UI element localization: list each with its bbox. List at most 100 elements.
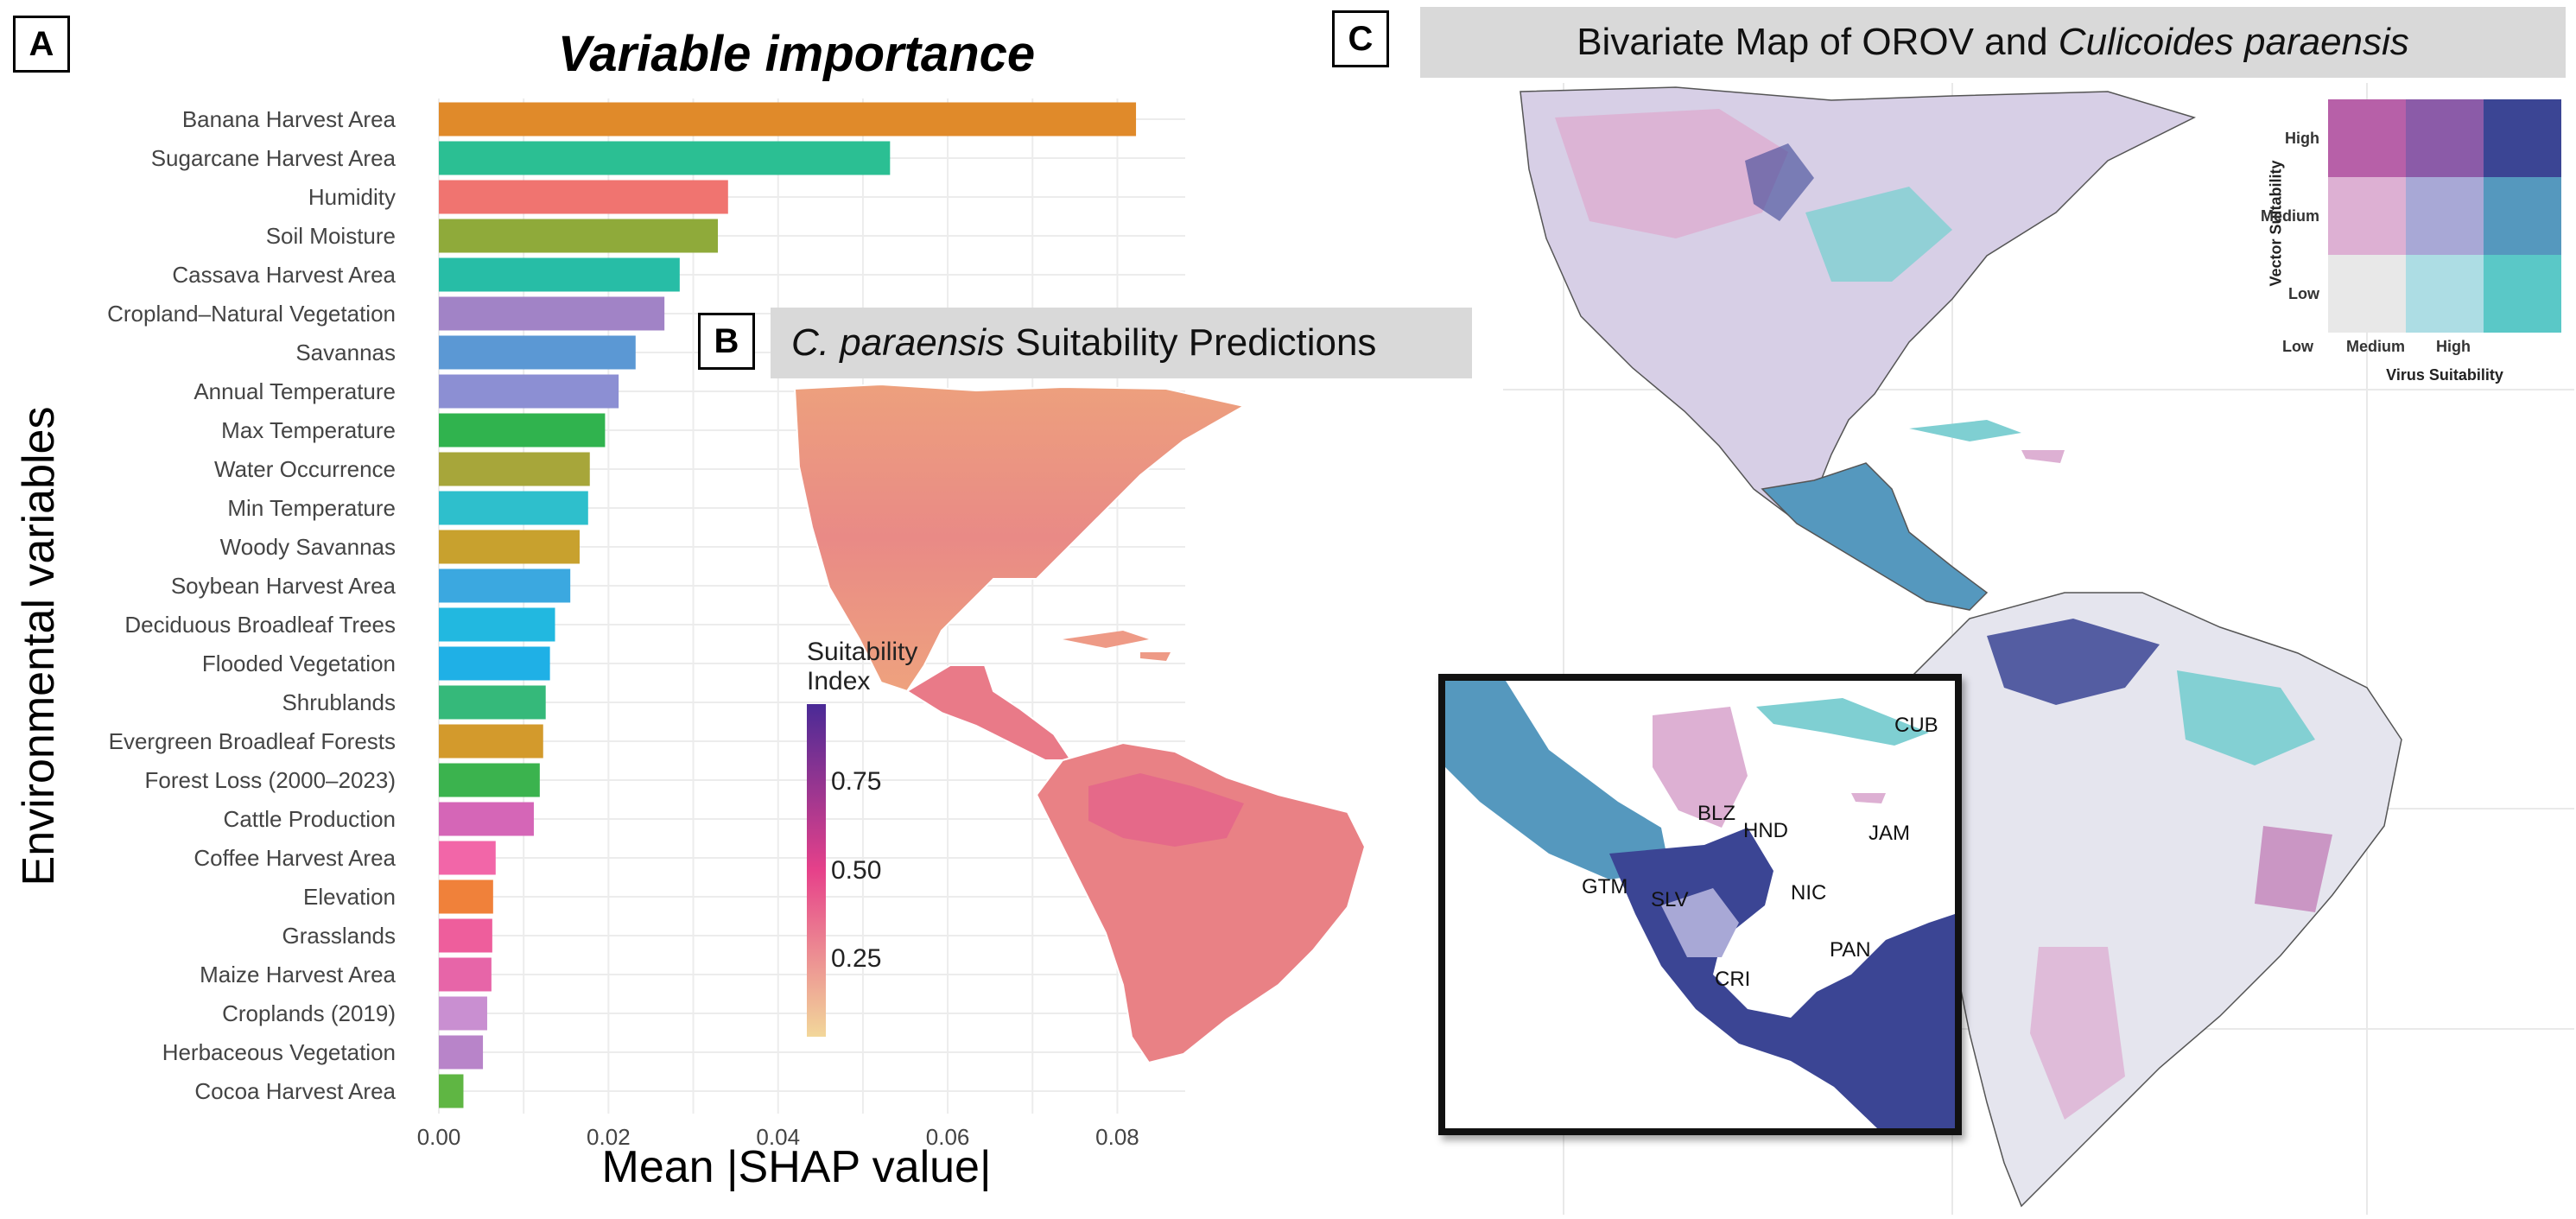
category-label-1: Sugarcane Harvest Area	[151, 145, 397, 171]
panel-c-title-rest: Bivariate Map of OROV and	[1577, 21, 2059, 63]
panel-c-title-species: Culicoides paraensis	[2058, 21, 2409, 63]
legend-x-title: Virus Suitability	[2386, 366, 2503, 384]
legend-y-level-medium: Medium	[2260, 207, 2319, 225]
category-label-12: Soybean Harvest Area	[171, 573, 397, 599]
country-label-cub: CUB	[1894, 714, 1938, 737]
x-axis-label: Mean |SHAP value|	[602, 1142, 992, 1192]
na-blue-region	[1745, 143, 1814, 221]
legend-title-line-1: Suitability	[807, 638, 918, 666]
bar-2	[439, 180, 728, 214]
bivariate-legend-grid	[2328, 99, 2561, 333]
country-label-cri: CRI	[1715, 968, 1751, 991]
bar-1	[439, 141, 891, 175]
chart-title: Variable importance	[558, 26, 1035, 82]
country-label-gtm: GTM	[1582, 875, 1628, 898]
category-label-20: Elevation	[303, 884, 396, 910]
country-label-hnd: HND	[1743, 819, 1788, 842]
legend-cell-1-2	[2484, 177, 2561, 255]
panel-a-letter: A	[13, 16, 70, 73]
na-high-region	[1555, 109, 1788, 238]
legend-cell-2-1	[2406, 255, 2484, 333]
central-america-shape	[905, 664, 1073, 761]
x-tick-0.04: 0.04	[756, 1124, 800, 1150]
sa-blue-region	[1987, 619, 2160, 705]
category-label-6: Savannas	[295, 340, 396, 365]
category-label-13: Deciduous Broadleaf Trees	[124, 612, 396, 638]
legend-cell-2-0	[2328, 255, 2406, 333]
inset-mexico	[1445, 681, 1670, 879]
bar-5	[439, 296, 665, 331]
bar-7	[439, 374, 619, 409]
bar-21	[439, 918, 492, 953]
sa-teal-region	[2177, 670, 2315, 765]
category-label-17: Forest Loss (2000–2023)	[144, 767, 396, 793]
caribbean-shape-2	[1140, 652, 1171, 661]
bar-6	[439, 335, 636, 370]
category-labels: Banana Harvest Area Sugarcane Harvest Are…	[107, 106, 396, 1104]
inset-yucatan	[1653, 707, 1748, 828]
legend-x-level-medium: Medium	[2345, 338, 2405, 355]
colorbar-tick-0.25: 0.25	[831, 943, 882, 973]
colorbar-tick-0.75: 0.75	[831, 767, 882, 797]
category-label-23: Croplands (2019)	[222, 1000, 396, 1026]
inset-central-america	[1609, 828, 1955, 1128]
category-label-2: Humidity	[308, 184, 396, 210]
bar-18	[439, 802, 534, 836]
category-label-18: Cattle Production	[224, 806, 396, 832]
country-label-blz: BLZ	[1697, 802, 1736, 825]
amazon-highlight	[1088, 773, 1244, 847]
x-tick-0.00: 0.00	[417, 1124, 461, 1150]
caribbean-shape	[1063, 631, 1149, 648]
panel-b-title: C. paraensis Suitability Predictions	[771, 308, 1472, 378]
bar-19	[439, 841, 496, 875]
bar-15	[439, 685, 546, 720]
legend-cell-1-0	[2328, 177, 2406, 255]
sa-bivariate-shape	[1891, 592, 2402, 1208]
bar-10	[439, 491, 588, 525]
bivariate-legend	[2233, 95, 2561, 389]
ca-bivariate-shape	[1761, 462, 1989, 611]
legend-y-level-low: Low	[2288, 285, 2319, 302]
bar-16	[439, 724, 543, 759]
bivariate-map	[1503, 83, 2574, 1215]
legend-x-level-high: High	[2436, 338, 2471, 355]
category-label-5: Cropland–Natural Vegetation	[107, 301, 396, 327]
category-label-3: Soil Moisture	[266, 223, 396, 249]
bar-25	[439, 1074, 464, 1108]
na-teal-region	[1805, 187, 1952, 282]
inset-central-america-inner	[1661, 888, 1739, 957]
legend-y-level-high: High	[2285, 130, 2319, 147]
colorbar-tick-0.50: 0.50	[831, 855, 882, 885]
category-label-19: Coffee Harvest Area	[194, 845, 396, 871]
x-tick-0.02: 0.02	[587, 1124, 631, 1150]
bar-22	[439, 957, 492, 992]
bar-13	[439, 607, 555, 642]
category-label-14: Flooded Vegetation	[202, 651, 396, 676]
bar-14	[439, 646, 550, 681]
category-label-11: Woody Savannas	[220, 534, 396, 560]
category-label-8: Max Temperature	[221, 417, 396, 443]
bar-17	[439, 763, 540, 797]
bar-3	[439, 219, 719, 253]
chart-bars	[439, 102, 1137, 1108]
bar-12	[439, 568, 571, 603]
legend-title-line-2: Index	[807, 667, 871, 695]
x-tick-0.06: 0.06	[926, 1124, 970, 1150]
x-tick-labels: 0.00 0.02 0.04 0.06 0.08	[417, 1124, 1139, 1150]
country-label-jam: JAM	[1869, 822, 1910, 845]
bar-20	[439, 879, 493, 914]
north-america-shape	[793, 383, 1247, 693]
legend-cell-0-0	[2328, 99, 2406, 177]
legend-cell-2-2	[2484, 255, 2561, 333]
category-label-25: Cocoa Harvest Area	[194, 1078, 396, 1104]
panel-b-letter: B	[698, 313, 755, 370]
legend-cell-1-1	[2406, 177, 2484, 255]
y-axis-label: Environmental variables	[14, 407, 64, 886]
suitability-map	[777, 380, 1399, 1064]
panel-b-title-species: C. paraensis	[791, 321, 1006, 364]
inset-cuba	[1756, 698, 1929, 746]
caribbean-island-1	[1909, 420, 2021, 441]
country-label-nic: NIC	[1791, 881, 1827, 905]
panel-c-letter: C	[1332, 10, 1389, 67]
bar-24	[439, 1035, 484, 1070]
